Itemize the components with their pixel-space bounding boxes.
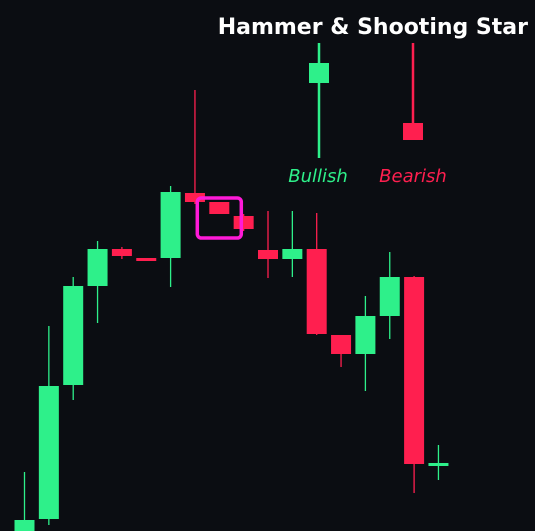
candle-body-bearish bbox=[331, 335, 352, 354]
candle-body-bearish bbox=[233, 216, 254, 229]
candle-body-bullish bbox=[282, 249, 303, 259]
candle-body-bullish bbox=[428, 463, 449, 466]
candle-body-bullish bbox=[63, 286, 84, 385]
candle-body-bearish bbox=[136, 258, 157, 261]
legend-bearish-body bbox=[403, 123, 423, 140]
candle-body-bearish bbox=[184, 193, 205, 202]
chart-title: Hammer & Shooting Star bbox=[218, 15, 528, 40]
candle-body-bullish bbox=[355, 316, 376, 354]
candle-body-bearish bbox=[404, 277, 425, 464]
candle-body-bullish bbox=[14, 520, 35, 531]
candle-body-bullish bbox=[379, 277, 400, 316]
legend-bullish-body bbox=[309, 63, 329, 83]
candle-body-bullish bbox=[160, 192, 181, 258]
shooting-star-highlight-box bbox=[195, 196, 244, 240]
legend-bearish-label: Bearish bbox=[379, 166, 447, 187]
candle-body-bearish bbox=[209, 202, 230, 214]
candle-body-bearish bbox=[111, 249, 132, 256]
candle-body-bullish bbox=[87, 249, 108, 286]
legend-bullish-label: Bullish bbox=[288, 166, 348, 187]
legend: Bullish Bearish bbox=[288, 43, 447, 187]
candles-group bbox=[14, 90, 449, 531]
candle-body-bearish bbox=[258, 250, 278, 259]
candle-body-bullish bbox=[38, 386, 59, 519]
candle-body-bearish bbox=[306, 249, 327, 334]
